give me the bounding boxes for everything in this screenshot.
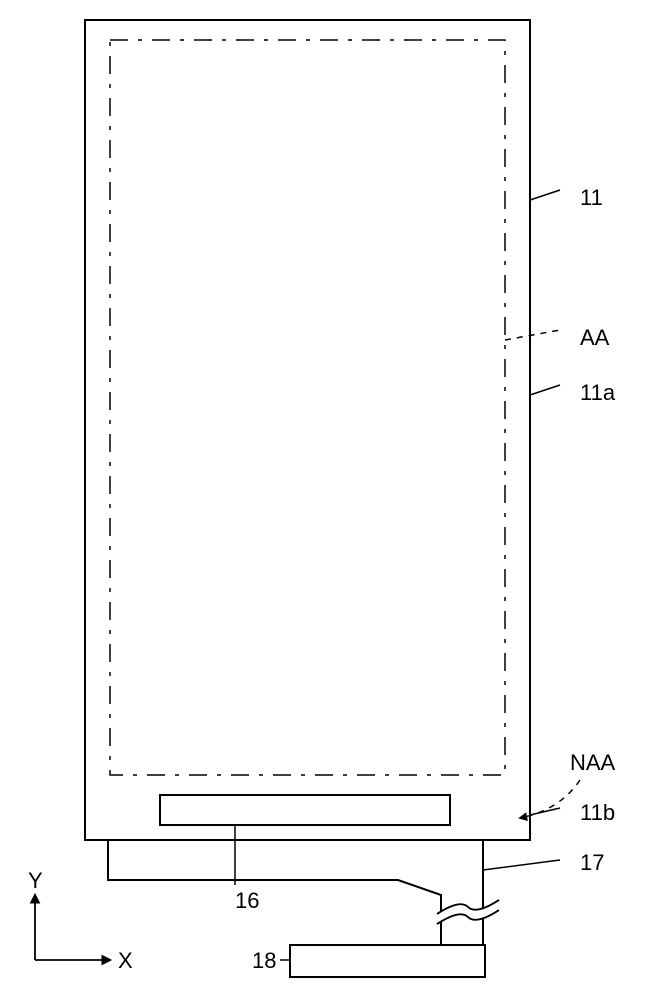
label-l11a: 11a bbox=[580, 380, 616, 405]
label-l18: 18 bbox=[252, 948, 276, 973]
label-lAA: AA bbox=[580, 325, 610, 350]
control-board bbox=[290, 945, 485, 977]
active-area bbox=[110, 40, 505, 775]
label-l11: 11 bbox=[580, 185, 603, 210]
label-l16: 16 bbox=[235, 888, 259, 913]
label-l11b: 11b bbox=[580, 800, 615, 825]
driver-chip bbox=[160, 795, 450, 825]
label-l17: 17 bbox=[580, 850, 604, 875]
outer-panel bbox=[85, 20, 530, 840]
break-mark-fill bbox=[437, 900, 499, 924]
axis-x-label: X bbox=[118, 948, 133, 973]
label-lNAA: NAA bbox=[570, 750, 616, 775]
axis-y-label: Y bbox=[28, 868, 43, 893]
flex-cable bbox=[108, 840, 483, 945]
